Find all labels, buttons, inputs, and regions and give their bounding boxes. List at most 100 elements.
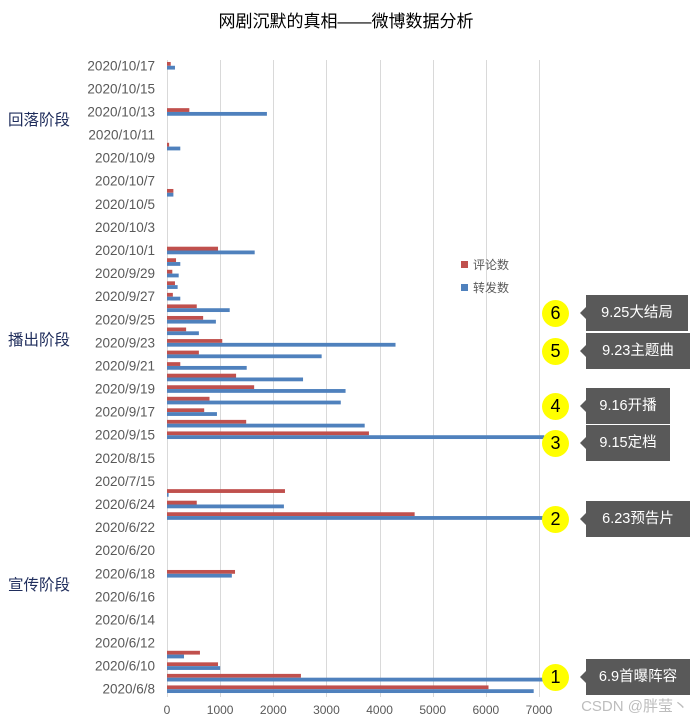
repost-bar [167, 319, 216, 324]
comment-bar [167, 396, 210, 401]
comment-bar [167, 489, 285, 493]
comment-bar [167, 246, 219, 251]
comment-bar [167, 650, 200, 655]
repost-bar [167, 412, 217, 416]
comment-bar [167, 281, 175, 286]
comment-bar [167, 315, 204, 320]
comment-bar [167, 569, 236, 574]
annotation-number-badge: 2 [542, 505, 569, 533]
repost-bar [167, 666, 221, 670]
repost-bar [167, 377, 304, 382]
repost-bar [167, 689, 534, 694]
y-tick-label: 2020/8/15 [95, 451, 155, 466]
comment-bar [167, 662, 219, 667]
x-tick-label: 7000 [526, 703, 553, 717]
annotation-number-badge: 3 [542, 429, 569, 457]
chart-title: 网剧沉默的真相——微博数据分析 [218, 12, 474, 31]
comment-bar [167, 61, 171, 66]
y-tick-label: 2020/6/20 [95, 543, 155, 558]
comment-bar [167, 304, 197, 309]
legend: 评论数 转发数 [461, 253, 509, 299]
legend-swatch-comments [461, 261, 468, 268]
y-tick-label: 2020/6/18 [95, 566, 155, 581]
comment-bar [167, 362, 181, 366]
repost-bar [167, 389, 346, 393]
phase-label-promotion: 宣传阶段 [8, 577, 71, 594]
y-tick-label: 2020/9/25 [95, 312, 155, 327]
comment-bar [167, 685, 489, 690]
comment-bar [167, 142, 170, 147]
y-tick-label: 2020/9/19 [95, 382, 155, 397]
phase-label-decline: 回落阶段 [8, 112, 71, 129]
repost-bar [167, 331, 199, 336]
y-tick-label: 2020/10/7 [95, 174, 155, 189]
comment-bar [167, 419, 247, 424]
repost-bar [167, 354, 322, 359]
phase-label-airing: 播出阶段 [8, 332, 71, 349]
comment-bar [167, 408, 205, 413]
y-tick-label: 2020/6/10 [95, 659, 155, 674]
repost-bar [167, 654, 185, 659]
repost-bar [167, 262, 181, 266]
repost-bar [167, 65, 175, 70]
annotation-callout: 9.15定档 [580, 425, 670, 461]
x-tick-label: 4000 [366, 703, 393, 717]
comment-bar [167, 673, 301, 678]
y-tick-label: 2020/6/24 [95, 497, 156, 512]
repost-bar [167, 504, 284, 509]
y-tick-label: 2020/10/9 [95, 151, 155, 166]
comment-bar [167, 500, 197, 505]
repost-bar [167, 285, 178, 289]
repost-bar [167, 250, 255, 255]
comment-bar [167, 269, 173, 274]
y-tick-label: 2020/9/29 [95, 266, 155, 281]
annotation-number-badge: 6 [542, 299, 569, 327]
y-tick-label: 2020/6/14 [95, 612, 156, 627]
comment-bar [167, 258, 177, 263]
repost-bar [167, 273, 179, 278]
y-tick-label: 2020/6/22 [95, 520, 155, 535]
y-tick-label: 2020/7/15 [95, 474, 155, 489]
repost-bar [167, 516, 545, 520]
comment-bar [167, 292, 173, 297]
repost-bar [167, 492, 169, 497]
annotation-callout: 6.9首曝阵容 [580, 659, 690, 695]
y-tick-label: 2020/9/15 [95, 428, 155, 443]
comment-bar [167, 431, 369, 436]
annotation-callout: 9.23主题曲 [580, 333, 690, 369]
x-tick-label: 5000 [419, 703, 446, 717]
y-tick-label: 2020/10/13 [87, 104, 155, 119]
x-tick-label: 1000 [207, 703, 234, 717]
x-tick-label: 6000 [473, 703, 500, 717]
y-tick-label: 2020/10/15 [87, 81, 155, 96]
comment-bar [167, 108, 190, 112]
comment-bar [167, 327, 187, 332]
repost-bar [167, 192, 174, 197]
legend-label-reposts: 转发数 [473, 281, 510, 295]
annotation-number-badge: 1 [542, 663, 569, 691]
legend-item-comments: 评论数 [461, 253, 509, 276]
repost-bar [167, 677, 545, 682]
repost-bar [167, 365, 247, 370]
annotation-number-badge: 5 [542, 337, 569, 365]
y-tick-label: 2020/10/5 [95, 197, 155, 212]
y-tick-label: 2020/10/11 [88, 128, 155, 143]
annotation-callout: 6.23预告片 [580, 501, 690, 537]
comment-bar [167, 373, 237, 378]
y-tick-label: 2020/9/27 [95, 289, 155, 304]
y-tick-label: 2020/9/23 [95, 335, 155, 350]
watermark: CSDN @胖莹丶 [581, 698, 688, 715]
y-tick-label: 2020/10/3 [95, 220, 155, 235]
repost-bar [167, 400, 341, 405]
comment-bar [167, 339, 223, 343]
y-tick-label: 2020/6/8 [102, 682, 155, 697]
y-tick-label: 2020/10/17 [87, 58, 155, 73]
repost-bar [167, 308, 230, 313]
y-tick-label: 2020/10/1 [95, 243, 155, 258]
x-tick-label: 3000 [313, 703, 340, 717]
repost-bar [167, 423, 365, 428]
legend-swatch-reposts [461, 284, 468, 291]
y-tick-label: 2020/6/16 [95, 589, 155, 604]
